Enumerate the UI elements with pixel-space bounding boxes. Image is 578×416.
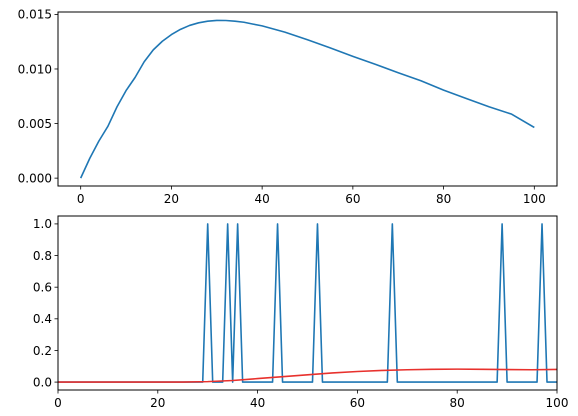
- x-tick-label: 20: [150, 396, 165, 410]
- y-tick-label: 0.6: [33, 280, 52, 294]
- y-tick-label: 0.000: [18, 171, 52, 185]
- axes-frame: [57, 215, 558, 391]
- series-line-1: [79, 19, 535, 179]
- y-tick-label: 1.0: [33, 217, 52, 231]
- x-tick-label: 100: [523, 192, 546, 206]
- y-tick-label: 0.010: [18, 62, 52, 76]
- series-line-2: [58, 368, 557, 383]
- axes-frame: [57, 11, 558, 187]
- x-tick-label: 80: [436, 192, 451, 206]
- x-tick-label: 60: [345, 192, 360, 206]
- x-tick-label: 0: [54, 396, 62, 410]
- y-tick-label: 0.2: [33, 344, 52, 358]
- x-tick-label: 40: [250, 396, 265, 410]
- x-tick-label: 20: [164, 192, 179, 206]
- y-tick-label: 0.0: [33, 375, 52, 389]
- x-tick-label: 100: [546, 396, 569, 410]
- y-tick-label: 0.005: [18, 117, 52, 131]
- bottom-chart: 0 20 40 60 80 100 0.0 0.2 0.4 0.6 0.8 1.0: [33, 215, 569, 410]
- x-tick-label: 60: [350, 396, 365, 410]
- x-tick-label: 80: [450, 396, 465, 410]
- y-tick-label: 0.4: [33, 312, 52, 326]
- top-chart: 0 20 40 60 80 100 0.000 0.005 0.010 0.015: [18, 8, 558, 206]
- series-line-1: [58, 223, 557, 383]
- y-tick-label: 0.015: [18, 8, 52, 22]
- y-tick-label: 0.8: [33, 249, 52, 263]
- x-tick-label: 0: [77, 192, 85, 206]
- x-tick-label: 40: [254, 192, 269, 206]
